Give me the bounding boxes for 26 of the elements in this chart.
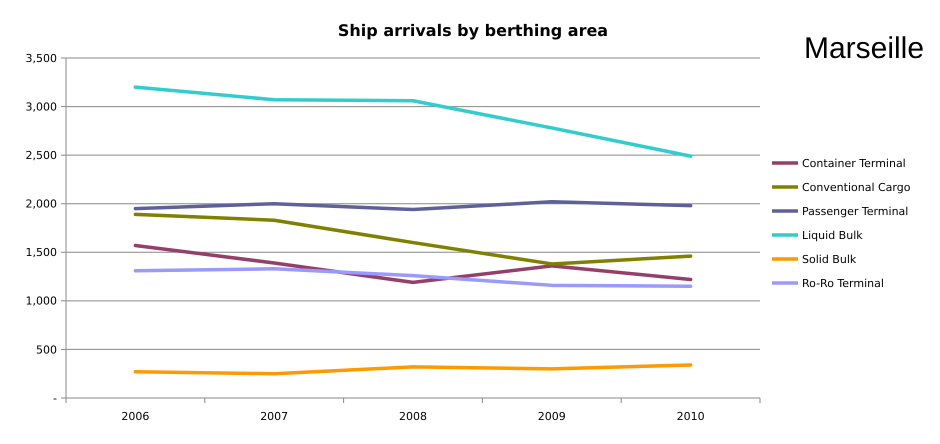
x-tick-label: 2006 [121,410,150,423]
legend-label: Container Terminal [802,156,906,170]
line-series [134,212,692,266]
x-tick-label: 2008 [399,410,427,423]
legend-label: Conventional Cargo [802,180,911,194]
chart-title: Ship arrivals by berthing area [338,21,608,40]
x-tick-label: 2010 [676,410,705,423]
y-tick-label: 1,000 [26,294,57,308]
y-tick-label: 1,500 [26,246,57,260]
line-series [134,363,692,376]
y-tick-label: 3,000 [26,100,57,114]
legend-label: Liquid Bulk [802,228,864,242]
x-tick-label: 2007 [260,410,288,423]
y-tick-label: 2,500 [26,148,57,162]
y-tick-label: 3,500 [26,52,57,65]
legend-label: Solid Bulk [802,252,857,266]
line-series [134,200,692,212]
x-tick-label: 2009 [538,410,566,423]
legend-label: Ro-Ro Terminal [802,276,884,290]
line-series [134,85,692,158]
line-series [134,267,692,288]
text: Marseille [804,32,924,65]
y-tick-label: 500 [36,343,57,356]
y-tick-label: - [53,392,58,405]
legend-label: Passenger Terminal [802,204,908,218]
y-tick-label: 2,000 [26,198,57,211]
